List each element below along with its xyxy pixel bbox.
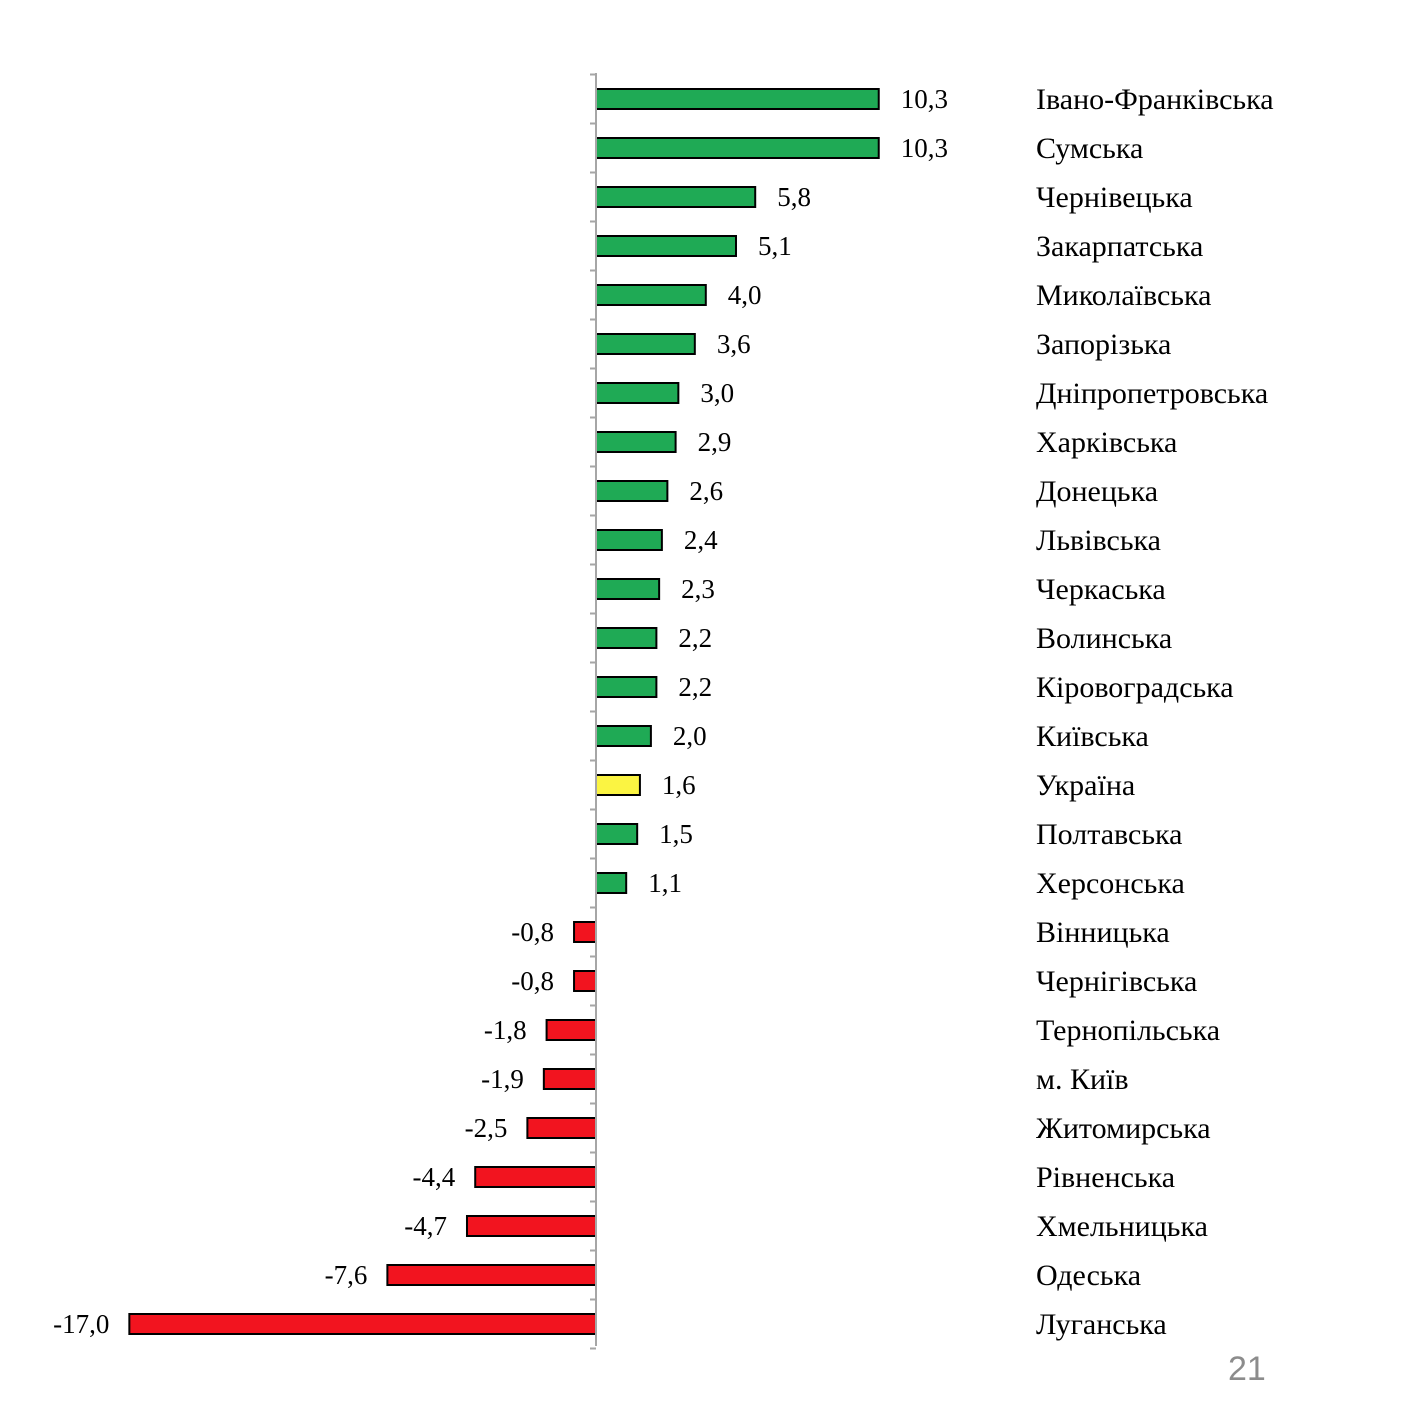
bar	[573, 921, 597, 943]
bar	[595, 333, 696, 355]
region-label: Кіровоградська	[1036, 671, 1234, 704]
bars-group	[128, 88, 880, 1335]
region-label: Житомирська	[1036, 1112, 1211, 1145]
category-axis	[590, 73, 597, 1350]
bar	[595, 627, 658, 649]
region-label: Миколаївська	[1036, 279, 1211, 312]
bar	[595, 774, 641, 796]
value-label: -7,6	[325, 1260, 368, 1290]
bar	[595, 88, 880, 110]
region-label: Донецька	[1036, 475, 1158, 508]
bar	[573, 970, 597, 992]
value-label: 1,1	[648, 868, 682, 898]
value-label: 5,1	[758, 231, 792, 261]
bar	[595, 529, 663, 551]
bar	[465, 1215, 597, 1237]
bar	[595, 872, 628, 894]
region-label: Черкаська	[1036, 573, 1166, 606]
bar	[595, 235, 737, 257]
bar	[474, 1166, 597, 1188]
bar	[595, 480, 669, 502]
value-label: 1,5	[659, 819, 693, 849]
region-label: Харківська	[1036, 426, 1177, 459]
region-label: Тернопільська	[1036, 1014, 1220, 1047]
value-label: 2,2	[678, 623, 712, 653]
value-label: 1,6	[662, 770, 696, 800]
value-label: -2,5	[465, 1113, 508, 1143]
bar	[545, 1019, 598, 1041]
bar	[526, 1117, 597, 1139]
region-label: Івано-Франківська	[1036, 83, 1274, 116]
bar	[595, 725, 652, 747]
region-label: Чернігівська	[1036, 965, 1197, 998]
region-label: Закарпатська	[1036, 230, 1203, 263]
bar	[595, 676, 658, 698]
region-label: Сумська	[1036, 132, 1143, 165]
value-label: -4,4	[412, 1162, 455, 1192]
region-label: Хмельницька	[1036, 1210, 1208, 1243]
value-label: 3,0	[700, 378, 734, 408]
region-label: Дніпропетровська	[1036, 377, 1268, 410]
bar	[595, 578, 661, 600]
bar	[595, 137, 880, 159]
region-label: Вінницька	[1036, 916, 1170, 949]
region-label: Одеська	[1036, 1259, 1141, 1292]
region-label: Херсонська	[1036, 867, 1185, 900]
value-label: 10,3	[901, 84, 948, 114]
value-label: -17,0	[53, 1309, 109, 1339]
value-label: 2,6	[689, 476, 723, 506]
bar	[542, 1068, 597, 1090]
bar	[595, 823, 639, 845]
region-label: Рівненська	[1036, 1161, 1175, 1194]
value-label: 2,3	[681, 574, 715, 604]
value-label: 10,3	[901, 133, 948, 163]
bar	[595, 382, 680, 404]
value-label: -1,8	[484, 1015, 527, 1045]
region-label: Львівська	[1036, 524, 1161, 557]
bar	[386, 1264, 597, 1286]
value-label: 2,9	[698, 427, 732, 457]
bar	[595, 284, 707, 306]
bar	[595, 186, 757, 208]
region-labels-group: Івано-Франківська Сумська Чернівецька Закар…	[1036, 83, 1274, 1341]
value-label: 4,0	[728, 280, 762, 310]
region-label: Полтавська	[1036, 818, 1182, 851]
region-label: Київська	[1036, 720, 1149, 753]
region-label: Запорізька	[1036, 328, 1171, 361]
bar	[128, 1313, 597, 1335]
value-label: -0,8	[511, 917, 554, 947]
region-label: Волинська	[1036, 622, 1172, 655]
region-label: Луганська	[1036, 1308, 1167, 1341]
region-label: м. Київ	[1036, 1063, 1129, 1096]
value-label: 2,4	[684, 525, 718, 555]
value-label: 2,2	[678, 672, 712, 702]
region-label: Україна	[1036, 769, 1135, 802]
bar	[595, 431, 677, 453]
value-label: 3,6	[717, 329, 751, 359]
value-labels-group: 10,3 10,3 5,8 5,1 4,0 3,6 3,0 2,9 2,6 2,4 2,3 2,2 2,…	[53, 84, 948, 1339]
value-label: 2,0	[673, 721, 707, 751]
value-label: -0,8	[511, 966, 554, 996]
value-label: 5,8	[777, 182, 811, 212]
value-label: -1,9	[481, 1064, 524, 1094]
region-label: Чернівецька	[1036, 181, 1193, 214]
value-label: -4,7	[404, 1211, 447, 1241]
page-number: 21	[1228, 1350, 1266, 1388]
